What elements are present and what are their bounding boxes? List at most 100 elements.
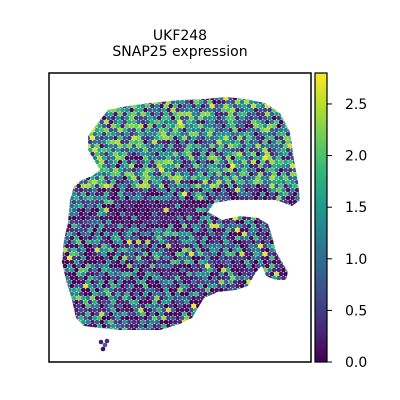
spot [156, 195, 162, 201]
spot [297, 271, 300, 277]
spot [251, 119, 256, 125]
spot [237, 271, 242, 277]
spot [97, 139, 102, 145]
spot [113, 135, 118, 141]
spot [62, 319, 68, 325]
spot [184, 171, 190, 177]
spot [81, 135, 86, 141]
spot [193, 115, 199, 121]
spot [221, 299, 226, 305]
spot [191, 239, 196, 245]
spot [76, 175, 81, 181]
spot [92, 99, 98, 105]
spot [166, 332, 171, 337]
spot [56, 220, 61, 225]
spot [290, 315, 295, 321]
spot [92, 291, 98, 297]
spot [294, 139, 300, 145]
spot [198, 323, 203, 329]
spot [262, 291, 268, 297]
spot [263, 92, 268, 97]
spot [152, 131, 157, 137]
spot [244, 195, 249, 201]
spot [152, 99, 157, 105]
spot [292, 191, 298, 197]
spot [150, 199, 155, 205]
spot [177, 263, 183, 269]
spot [76, 303, 81, 309]
spot [124, 211, 130, 217]
spot [219, 191, 224, 197]
spot [228, 287, 233, 293]
spot [255, 287, 261, 293]
spot [69, 323, 75, 329]
spot [156, 163, 162, 169]
spot [265, 151, 270, 157]
spot [67, 255, 72, 261]
spot [260, 199, 266, 205]
spot [94, 239, 100, 245]
spot [288, 151, 293, 157]
spot [205, 111, 210, 117]
spot [104, 215, 109, 221]
spot [278, 183, 284, 189]
spot [196, 311, 201, 317]
spot [235, 275, 240, 281]
spot [117, 319, 123, 325]
spot [207, 99, 213, 105]
spot [202, 227, 208, 233]
spot [285, 299, 291, 305]
spot [225, 155, 231, 161]
spot [136, 279, 141, 285]
spot [177, 191, 183, 197]
spot [152, 267, 157, 273]
spot [117, 159, 123, 165]
spot [143, 299, 148, 305]
spot [62, 175, 63, 181]
spot [202, 235, 208, 241]
spot [69, 99, 75, 105]
spot [131, 167, 137, 173]
spot [104, 247, 109, 253]
spot [159, 247, 164, 253]
spot [184, 115, 190, 121]
spot [133, 195, 139, 201]
spot [209, 183, 215, 189]
spot [106, 259, 111, 265]
spot [271, 323, 277, 329]
spot [267, 107, 272, 113]
spot [83, 315, 88, 321]
spot [267, 99, 272, 105]
spot [140, 175, 146, 181]
spot [81, 215, 86, 221]
spot [143, 99, 148, 105]
spot [69, 115, 75, 121]
spot [205, 159, 210, 165]
spot [138, 115, 144, 121]
spot [64, 243, 70, 249]
spot [248, 115, 254, 121]
spot [193, 283, 199, 289]
spot [170, 315, 176, 321]
spot [56, 212, 61, 217]
spot [85, 199, 91, 205]
spot [163, 231, 169, 237]
spot [152, 243, 157, 249]
spot [267, 195, 272, 201]
spot [198, 92, 203, 97]
spot [162, 92, 167, 97]
spot [74, 332, 79, 337]
spot [212, 332, 217, 337]
spot [85, 295, 91, 301]
spot [193, 99, 199, 105]
spot [56, 244, 61, 249]
spot [290, 275, 295, 281]
spot [156, 227, 162, 233]
spot [267, 123, 272, 129]
spot [147, 299, 153, 305]
spot [219, 295, 224, 301]
spot [219, 143, 224, 149]
spot [225, 211, 231, 217]
spot [253, 131, 259, 137]
spot [255, 103, 261, 109]
